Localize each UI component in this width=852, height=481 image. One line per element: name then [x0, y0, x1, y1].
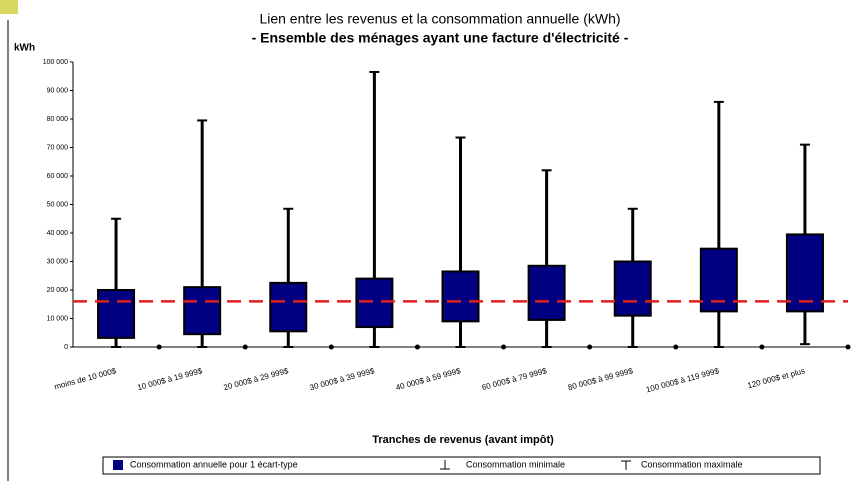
- y-tick-label: 60 000: [47, 173, 69, 180]
- box: [441, 270, 480, 323]
- y-tick-label: 40 000: [47, 230, 69, 237]
- y-tick-label: 10 000: [47, 315, 69, 322]
- chart-title: Lien entre les revenus et la consommatio…: [259, 11, 620, 27]
- y-axis-label: kWh: [14, 43, 35, 54]
- box: [269, 281, 308, 333]
- y-tick-label: 0: [64, 344, 68, 351]
- legend-label: Consommation maximale: [641, 459, 743, 469]
- y-tick-label: 90 000: [47, 87, 69, 94]
- x-tick: [501, 344, 507, 350]
- x-tick: [845, 344, 851, 350]
- box: [355, 277, 394, 329]
- y-tick-label: 100 000: [43, 59, 68, 66]
- box: [527, 264, 566, 321]
- x-tick: [759, 344, 765, 350]
- x-tick: [156, 344, 162, 350]
- y-tick-label: 20 000: [47, 287, 69, 294]
- legend-label: Consommation annuelle pour 1 écart-type: [130, 459, 298, 469]
- legend-swatch: [113, 460, 123, 470]
- x-axis-label: Tranches de revenus (avant impôt): [372, 434, 554, 446]
- legend-label: Consommation minimale: [466, 459, 565, 469]
- y-tick-label: 80 000: [47, 116, 69, 123]
- y-tick-label: 50 000: [47, 201, 69, 208]
- box: [183, 286, 222, 336]
- box: [97, 289, 136, 339]
- box: [785, 233, 824, 313]
- x-tick: [242, 344, 248, 350]
- corner-marker: [0, 0, 18, 14]
- x-tick: [587, 344, 593, 350]
- x-tick: [414, 344, 420, 350]
- y-tick-label: 30 000: [47, 258, 69, 265]
- x-tick: [328, 344, 334, 350]
- x-tick: [673, 344, 679, 350]
- legend-box: [102, 456, 821, 475]
- y-tick-label: 70 000: [47, 144, 69, 151]
- box: [613, 260, 652, 317]
- chart-subtitle: - Ensemble des ménages ayant une facture…: [252, 30, 629, 46]
